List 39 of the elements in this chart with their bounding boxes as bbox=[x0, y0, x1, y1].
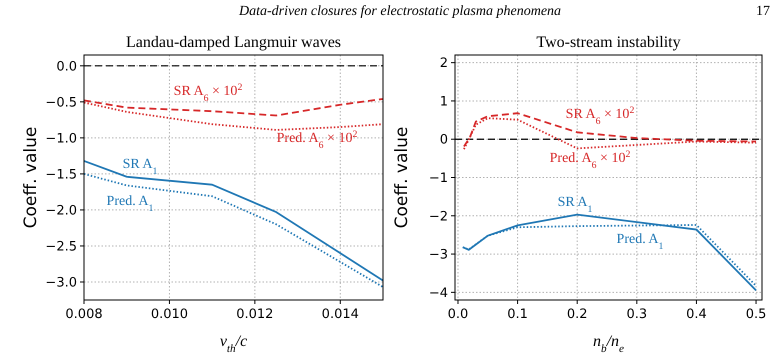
y-tick-label: −2.0 bbox=[45, 203, 77, 218]
y-tick-label: −1 bbox=[428, 171, 448, 186]
y-tick-label: −1.0 bbox=[45, 131, 77, 146]
x-tick-label: 0.008 bbox=[65, 307, 103, 322]
x-tick-label: 0.014 bbox=[322, 307, 359, 322]
y-axis-title: Coeff. value bbox=[392, 126, 412, 228]
y-tick-label: 2 bbox=[440, 56, 448, 72]
y-tick-label: −2 bbox=[428, 209, 448, 224]
y-tick-label: 1 bbox=[440, 94, 448, 110]
text: Data-driven closures for electrostatic plasma phenomena bbox=[238, 4, 562, 19]
y-tick-label: 0 bbox=[440, 132, 448, 148]
series-label: SR A$_{1}$ bbox=[122, 157, 158, 176]
y-axis-title: Coeff. value bbox=[21, 126, 41, 228]
x-axis-title: n$_{b}$/n$_{e}$ bbox=[592, 333, 624, 355]
x-tick-label: 0.2 bbox=[566, 307, 588, 322]
x-tick-label: 0.012 bbox=[236, 307, 274, 322]
y-tick-label: −4 bbox=[428, 286, 448, 301]
y-tick-label: −1.5 bbox=[45, 167, 77, 182]
series-label: Pred. A$_{1}$ bbox=[106, 194, 154, 214]
y-tick-label: −3 bbox=[428, 248, 448, 263]
series-label: Pred. A$_{1}$ bbox=[616, 232, 664, 252]
series-label: SR A$_{6}$ × 10$^{2}$ bbox=[566, 104, 634, 126]
chart-title: Two-stream instability bbox=[536, 34, 681, 51]
series-label: Pred. A$_{6}$ × 10$^{2}$ bbox=[276, 128, 358, 150]
series-label: SR A$_{1}$ bbox=[558, 195, 593, 214]
x-tick-label: 0.5 bbox=[746, 307, 766, 322]
y-tick-label: −2.5 bbox=[45, 239, 77, 254]
x-tick-label: 0.010 bbox=[150, 307, 188, 322]
x-tick-label: 0.3 bbox=[626, 307, 648, 322]
y-tick-label: 0.0 bbox=[56, 59, 77, 74]
y-tick-label: −3.0 bbox=[45, 275, 77, 290]
y-tick-label: −0.5 bbox=[45, 95, 77, 110]
series-label: Pred. A$_{6}$ × 10$^{2}$ bbox=[550, 148, 630, 170]
text: 17 bbox=[756, 4, 770, 19]
series-label: SR A$_{6}$ × 10$^{2}$ bbox=[174, 82, 242, 104]
chart-title: Landau-damped Langmuir waves bbox=[126, 34, 342, 51]
x-tick-label: 0.1 bbox=[507, 307, 528, 322]
x-tick-label: 0.4 bbox=[686, 307, 707, 322]
x-axis-title: v$_{th}$/c bbox=[220, 333, 248, 355]
